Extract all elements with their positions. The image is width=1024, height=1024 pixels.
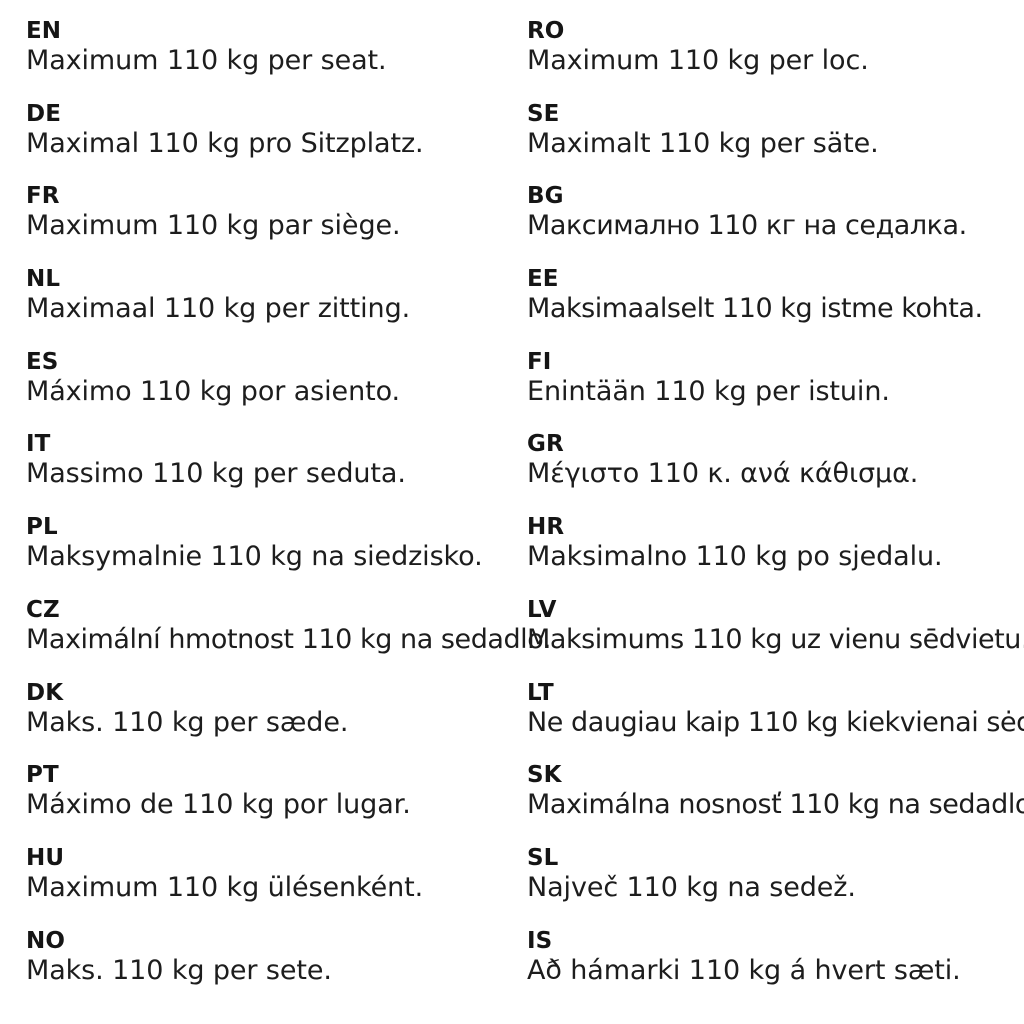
language-code: SE [527,100,560,127]
language-entry: SL Največ 110 kg na sedež. [527,845,1016,928]
language-code: HU [26,844,65,871]
language-text: Maximum 110 kg per seat. [26,45,387,76]
language-text: Maximum 110 kg ülésenként. [26,871,424,903]
language-code: IT [26,431,51,458]
language-entry: EE Maksimaalselt 110 kg istme kohta. [527,266,1016,349]
language-code: RO [527,18,565,44]
language-text: Máximo de 110 kg por lugar. [26,789,411,821]
language-text: Maks. 110 kg per sete. [26,954,332,986]
language-text: Maximal 110 kg pro Sitzplatz. [26,127,424,159]
language-code: SL [527,844,559,871]
language-entry: PT Máximo de 110 kg por lugar. [26,762,504,845]
language-code: PT [26,762,59,789]
language-code: NO [26,927,66,954]
language-code: HR [527,514,565,541]
language-entry: PL Maksymalnie 110 kg na siedzisko. [26,514,504,597]
language-column-right: RO Maximum 110 kg per loc. SE Maximalt 1… [512,0,1024,1010]
language-text: Að hámarki 110 kg á hvert sæti. [527,954,961,986]
language-entry: DK Maks. 110 kg per sæde. [26,680,504,763]
language-code: BG [527,183,564,210]
language-code: NL [26,266,61,293]
language-text: Máximo 110 kg por asiento. [26,375,400,407]
language-code: EN [26,18,62,44]
language-entry: FI Enintään 110 kg per istuin. [527,349,1016,432]
language-text: Maximální hmotnost 110 kg na sedadlo. [26,623,551,655]
language-code: IS [527,927,553,954]
language-entry: LT Ne daugiau kaip 110 kg kiekvienai sėd… [527,679,1024,763]
language-entry: IT Massimo 110 kg per seduta. [26,431,504,514]
language-entry: HR Maksimalno 110 kg po sjedalu. [527,514,1016,597]
language-text: Maximum 110 kg par siège. [26,210,401,242]
language-text: Maximalt 110 kg per säte. [527,127,879,159]
language-code: CZ [26,596,60,623]
language-code: DE [26,100,62,127]
language-entry: NO Maks. 110 kg per sete. [26,928,504,1011]
language-entry: EN Maximum 110 kg per seat. [26,18,504,101]
language-code: FR [26,183,60,210]
language-entry: HU Maximum 110 kg ülésenként. [26,845,504,928]
language-text: Maksymalnie 110 kg na siedzisko. [26,541,483,573]
language-text: Maks. 110 kg per sæde. [26,706,349,738]
language-entry: SK Maximálna nosnosť 110 kg na sedadlo. [527,762,1024,845]
language-text: Μέγιστο 110 κ. ανά κάθισμα. [527,458,919,490]
language-code: LT [527,679,554,706]
language-text: Maksimums 110 kg uz vienu sēdvietu. [527,623,1024,655]
language-code: PL [26,514,58,541]
language-code: ES [26,348,59,375]
language-text: Massimo 110 kg per seduta. [26,458,406,490]
language-code: FI [527,348,552,375]
language-text: Maksimalno 110 kg po sjedalu. [527,541,943,573]
language-text: Максимално 110 кг на седалка. [527,210,967,242]
language-code: SK [527,762,562,789]
language-text: Maximálna nosnosť 110 kg na sedadlo. [527,789,1024,821]
language-entry: ES Máximo 110 kg por asiento. [26,349,504,432]
language-entry: LV Maksimums 110 kg uz vienu sēdvietu. [527,596,1024,680]
language-entry: BG Максимално 110 кг на седалка. [527,183,1016,266]
language-text: Ne daugiau kaip 110 kg kiekvienai sėdyne… [527,706,1024,738]
language-entry: FR Maximum 110 kg par siège. [26,183,504,266]
language-code: GR [527,431,564,458]
language-text: Maksimaalselt 110 kg istme kohta. [527,293,983,325]
language-entry: IS Að hámarki 110 kg á hvert sæti. [527,928,1016,1011]
language-entry: NL Maximaal 110 kg per zitting. [26,266,504,349]
language-text: Maximaal 110 kg per zitting. [26,293,411,325]
language-code: LV [527,596,557,623]
language-entry: GR Μέγιστο 110 κ. ανά κάθισμα. [527,431,1016,514]
language-code: EE [527,266,559,293]
language-entry: DE Maximal 110 kg pro Sitzplatz. [26,101,504,184]
language-entry: CZ Maximální hmotnost 110 kg na sedadlo. [26,596,551,680]
language-entry: SE Maximalt 110 kg per säte. [527,101,1016,184]
language-column-left: EN Maximum 110 kg per seat. DE Maximal 1… [0,0,551,1011]
language-text: Enintään 110 kg per istuin. [527,375,890,407]
language-text: Največ 110 kg na sedež. [527,871,856,903]
language-text: Maximum 110 kg per loc. [527,45,869,76]
language-code: DK [26,679,64,706]
language-entry: RO Maximum 110 kg per loc. [527,18,1016,101]
